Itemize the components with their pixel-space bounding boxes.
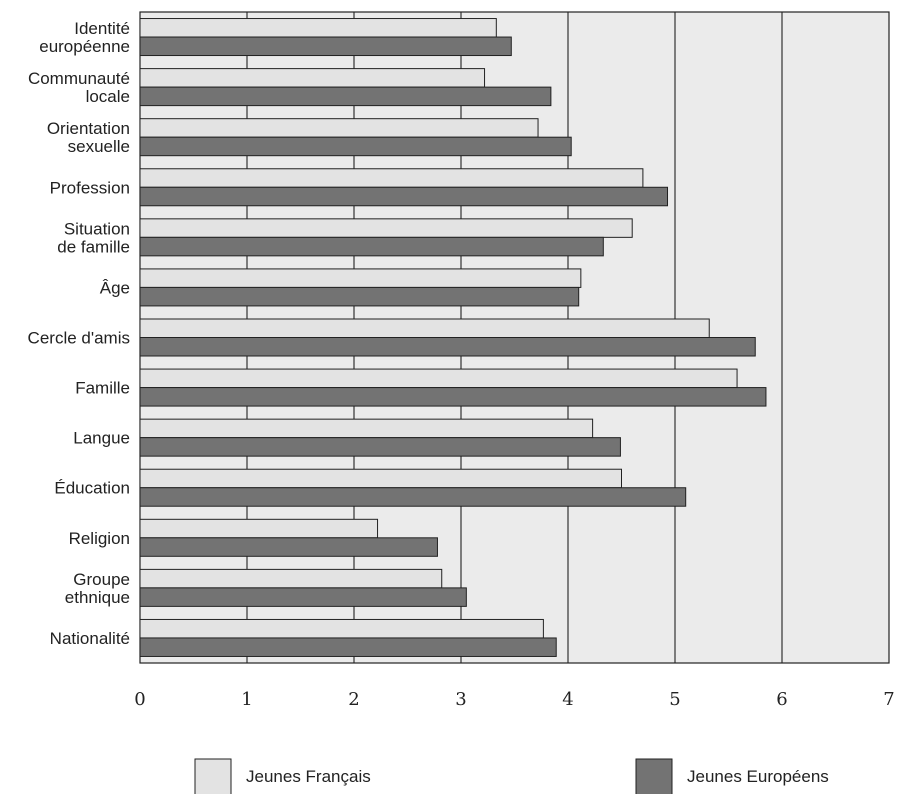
category-label: Situation de famille [57, 219, 130, 256]
x-tick-label: 3 [455, 689, 466, 710]
bar-jeunes-europeens [139, 337, 756, 357]
bars [139, 18, 767, 657]
category-label: Famille [75, 379, 130, 398]
bar-jeunes-europeens [139, 136, 572, 157]
bar-jeunes-europeens [139, 36, 512, 57]
bar-jeunes-francais [139, 368, 738, 389]
bar-jeunes-francais [139, 468, 622, 489]
bar-jeunes-europeens [139, 286, 580, 307]
category-label: Groupe ethnique [65, 570, 130, 607]
bar-jeunes-europeens [139, 587, 467, 607]
x-tick-label: 0 [134, 689, 145, 710]
category-label: Âge [100, 278, 130, 297]
bar-jeunes-europeens [139, 236, 604, 257]
bar-jeunes-francais [139, 18, 497, 38]
legend-label: Jeunes Français [246, 767, 371, 786]
legend: Jeunes Français Jeunes Européens [194, 758, 829, 794]
bar-jeunes-francais [139, 518, 379, 539]
bar-jeunes-europeens [139, 387, 767, 407]
bar-jeunes-europeens [139, 637, 557, 657]
category-labels: Identité européenne Communauté locale Orient… [28, 19, 130, 648]
x-tick-labels: 0 1 2 3 4 5 6 7 [134, 689, 894, 710]
bar-jeunes-francais [139, 68, 486, 88]
bar-jeunes-francais [139, 168, 644, 188]
category-label: Profession [50, 178, 130, 197]
legend-swatch [194, 758, 232, 794]
bar-jeunes-francais [139, 418, 594, 439]
category-label: Éducation [54, 479, 130, 498]
category-label: Langue [73, 429, 130, 448]
bar-jeunes-francais [139, 268, 582, 288]
bar-jeunes-europeens [139, 537, 438, 557]
x-tick-label: 5 [669, 689, 680, 710]
bar-jeunes-europeens [139, 186, 669, 207]
bar-jeunes-francais [139, 118, 539, 138]
bar-jeunes-francais [139, 568, 443, 589]
legend-swatch [635, 758, 673, 794]
bar-jeunes-europeens [139, 487, 687, 507]
bar-jeunes-europeens [139, 86, 552, 107]
category-label: Nationalité [50, 629, 130, 648]
category-label: Orientation sexuelle [47, 119, 130, 156]
bar-jeunes-francais [139, 318, 710, 338]
legend-label: Jeunes Européens [687, 767, 829, 786]
bar-jeunes-francais [139, 618, 544, 639]
category-label: Communauté locale [28, 69, 130, 106]
category-label: Religion [69, 529, 130, 548]
category-label: Identité européenne [39, 19, 130, 56]
x-tick-label: 6 [776, 689, 787, 710]
category-label: Cercle d'amis [28, 329, 130, 348]
bar-jeunes-europeens [139, 437, 621, 457]
bar-jeunes-francais [139, 218, 633, 238]
x-tick-label: 7 [883, 689, 894, 710]
x-tick-label: 1 [241, 689, 252, 710]
x-tick-label: 4 [562, 689, 573, 710]
x-tick-label: 2 [348, 689, 359, 710]
